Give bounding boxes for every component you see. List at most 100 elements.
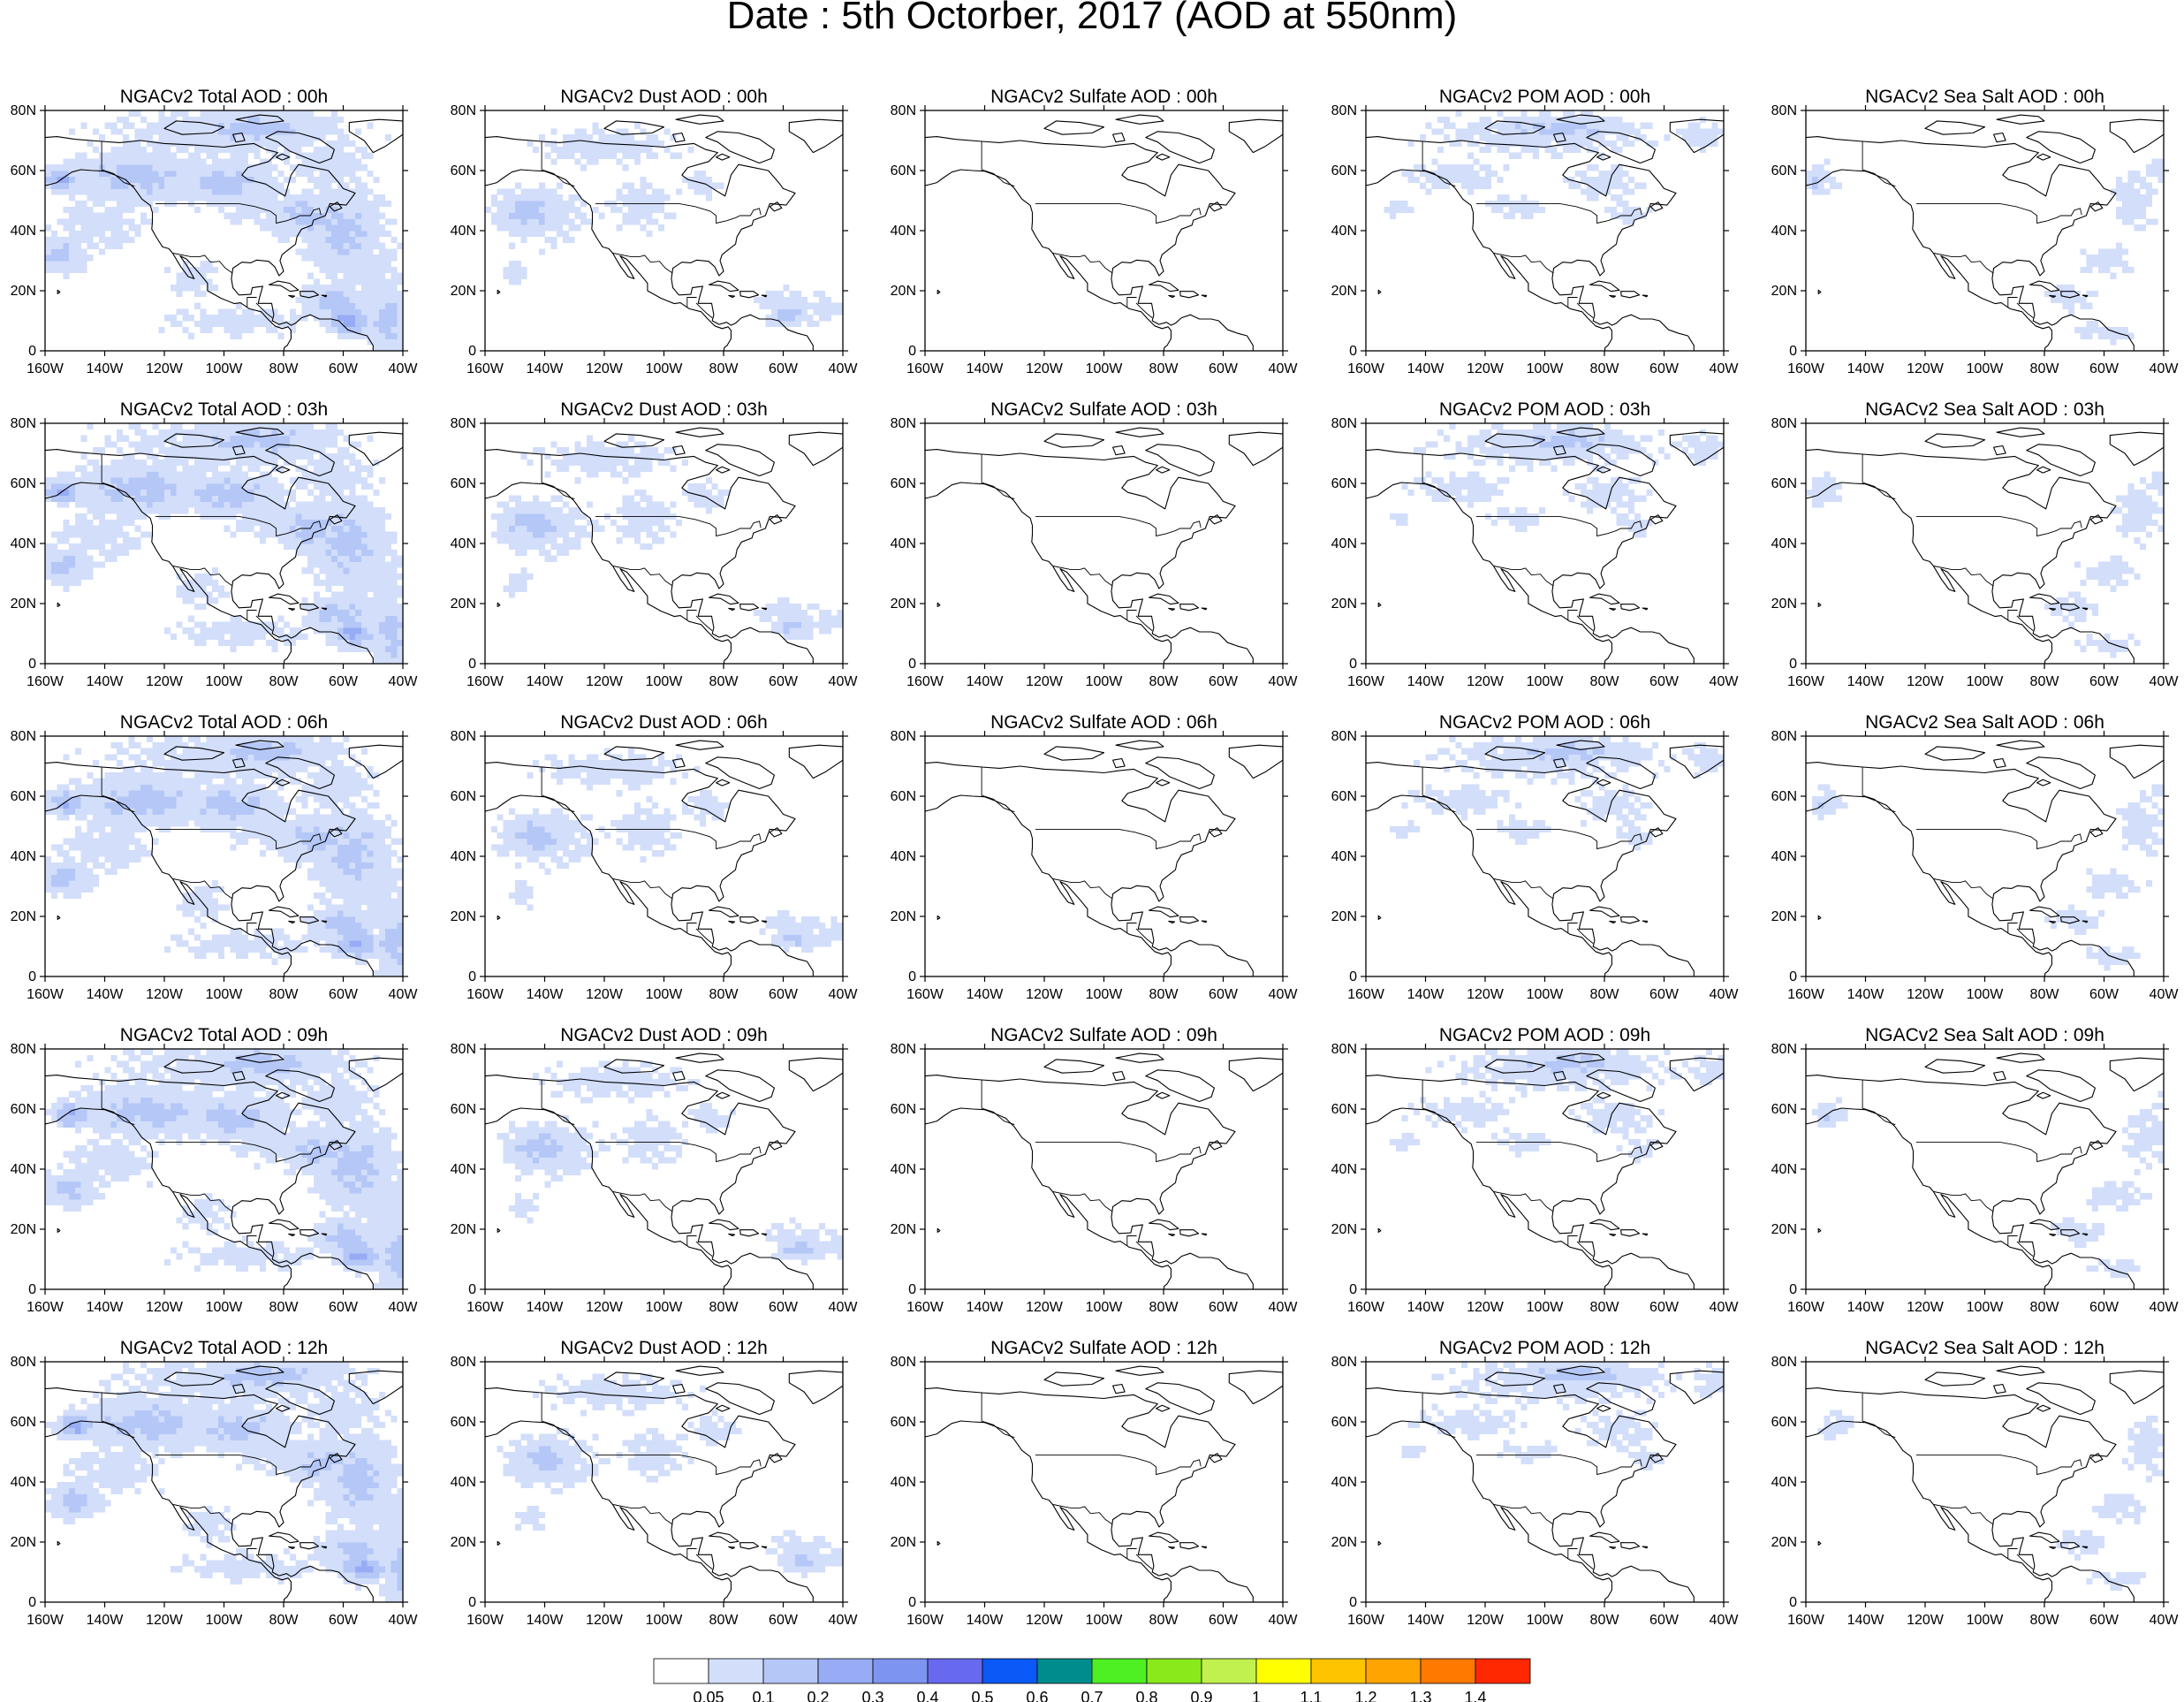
coastline [485,427,843,664]
map-panel-seasalt-12h: NGACv2 Sea Salt AOD : 12h 160W 140W 120W 100… [1771,1338,2180,1628]
y-tick-label: 0 [1789,657,1797,672]
y-tick-label: 80N [11,103,36,118]
panel-title: NGACv2 Sea Salt AOD : 09h [1865,1025,2104,1045]
coastline [485,740,843,976]
map-panel-seasalt-03h: NGACv2 Sea Salt AOD : 03h 160W 140W 120W 100… [1771,399,2180,689]
y-tick-label: 0 [28,1595,36,1610]
y-tick-label: 80N [891,1355,916,1370]
y-tick-label: 60N [1331,163,1357,179]
panel-title: NGACv2 POM AOD : 06h [1439,712,1650,733]
x-tick-label: 60W [329,1613,359,1628]
colorbar-swatch [708,1658,764,1684]
y-tick-label: 80N [1771,103,1797,118]
aod-field [490,435,843,641]
colorbar-swatch [762,1658,819,1684]
y-tick-label: 60N [11,163,36,179]
y-tick-label: 40N [1771,224,1797,239]
colorbar-label: 0.1 [752,1689,774,1702]
x-tick-label: 100W [1086,674,1124,689]
x-tick-label: 40W [829,1613,859,1628]
y-tick-label: 0 [1349,1282,1357,1297]
map-frame [924,735,1284,977]
y-tick-label: 60N [11,1102,36,1117]
coastline [45,1052,403,1289]
x-tick-label: 60W [2089,987,2120,1002]
x-tick-label: 120W [1467,361,1505,376]
y-tick-label: 0 [468,1282,476,1297]
x-tick-label: 140W [967,1613,1005,1628]
y-tick-label: 80N [451,1355,476,1370]
coastline [45,740,403,976]
x-tick-label: 40W [2150,1613,2180,1628]
y-tick-label: 20N [1771,1535,1797,1550]
y-tick-label: 40N [1771,1162,1797,1177]
y-tick-label: 0 [1349,1595,1357,1610]
y-tick-label: 0 [908,1595,916,1610]
colorbar: 0.05 0.1 0.2 0.3 0.4 0.5 0.6 0.7 0.8 0.9 1 1.1 1.2 1.… [653,1658,1531,1702]
x-tick-label: 80W [1590,1613,1620,1628]
x-tick-label: 40W [1710,1613,1740,1628]
coastline [45,114,403,351]
coastline [45,427,403,664]
y-tick-label: 40N [1331,849,1357,864]
x-tick-label: 60W [1209,361,1239,376]
colorbar-swatch [872,1658,929,1684]
x-tick-label: 120W [1026,1300,1064,1315]
x-tick-label: 100W [1967,1613,2005,1628]
x-tick-label: 80W [2030,1300,2060,1315]
x-tick-label: 140W [87,361,125,376]
x-tick-label: 40W [389,361,419,376]
panel-title: NGACv2 POM AOD : 09h [1439,1025,1650,1045]
map-panel-dust-12h: NGACv2 Dust AOD : 12h 160W 140W 120W 100W 80W… [451,1338,859,1628]
colorbar-label: 0.2 [807,1689,829,1702]
x-tick-label: 80W [709,361,739,376]
colorbar-label: 1.1 [1300,1689,1322,1702]
aod-field [1811,784,2164,971]
y-tick-label: 40N [1331,1162,1357,1177]
y-tick-label: 0 [1789,1282,1797,1297]
y-tick-label: 20N [11,1535,36,1550]
x-tick-label: 160W [1347,1300,1385,1315]
coastline [1366,114,1724,351]
coastline [1806,740,2164,976]
x-tick-label: 120W [146,987,184,1002]
x-tick-label: 100W [1967,674,2005,689]
coastline [485,1052,843,1289]
x-tick-label: 160W [1347,987,1385,1002]
x-tick-label: 120W [1907,1300,1945,1315]
panel-title: NGACv2 Total AOD : 06h [120,712,328,733]
x-tick-label: 140W [527,361,565,376]
panel-title: NGACv2 Sulfate AOD : 00h [990,87,1217,107]
aod-field [1390,423,1724,538]
y-tick-label: 20N [451,1222,476,1237]
y-tick-label: 20N [1771,1222,1797,1237]
aod-field [1806,471,2164,658]
y-tick-label: 0 [908,657,916,672]
aod-field [1384,110,1724,225]
x-tick-label: 100W [206,1300,244,1315]
y-tick-label: 60N [1331,1102,1357,1117]
x-tick-label: 140W [1847,674,1885,689]
y-tick-label: 60N [451,1415,476,1430]
panel-title: NGACv2 Dust AOD : 09h [560,1025,768,1045]
x-tick-label: 40W [2150,987,2180,1002]
x-tick-label: 40W [1710,361,1740,376]
x-tick-label: 140W [87,1300,125,1315]
map-panel-total-06h: NGACv2 Total AOD : 06h 160W 140W 120W 100W 80… [11,712,419,1002]
aod-field [497,1373,843,1579]
x-tick-label: 160W [27,987,64,1002]
map-panel-seasalt-06h: NGACv2 Sea Salt AOD : 06h 160W 140W 120W 100… [1771,712,2180,1002]
map-panel-dust-00h: NGACv2 Dust AOD : 00h 160W 140W 120W 100W 80W… [451,87,859,376]
y-tick-label: 40N [11,1162,36,1177]
y-tick-label: 60N [891,1415,916,1430]
y-tick-label: 0 [908,1282,916,1297]
x-tick-label: 60W [769,1613,799,1628]
y-tick-label: 60N [891,163,916,179]
y-tick-label: 80N [1771,1042,1797,1057]
aod-field [1390,1049,1724,1164]
x-tick-label: 100W [646,361,684,376]
panel-title: NGACv2 Sea Salt AOD : 00h [1865,87,2104,107]
x-tick-label: 100W [646,674,684,689]
coastline [1366,740,1724,976]
x-tick-label: 160W [906,987,944,1002]
